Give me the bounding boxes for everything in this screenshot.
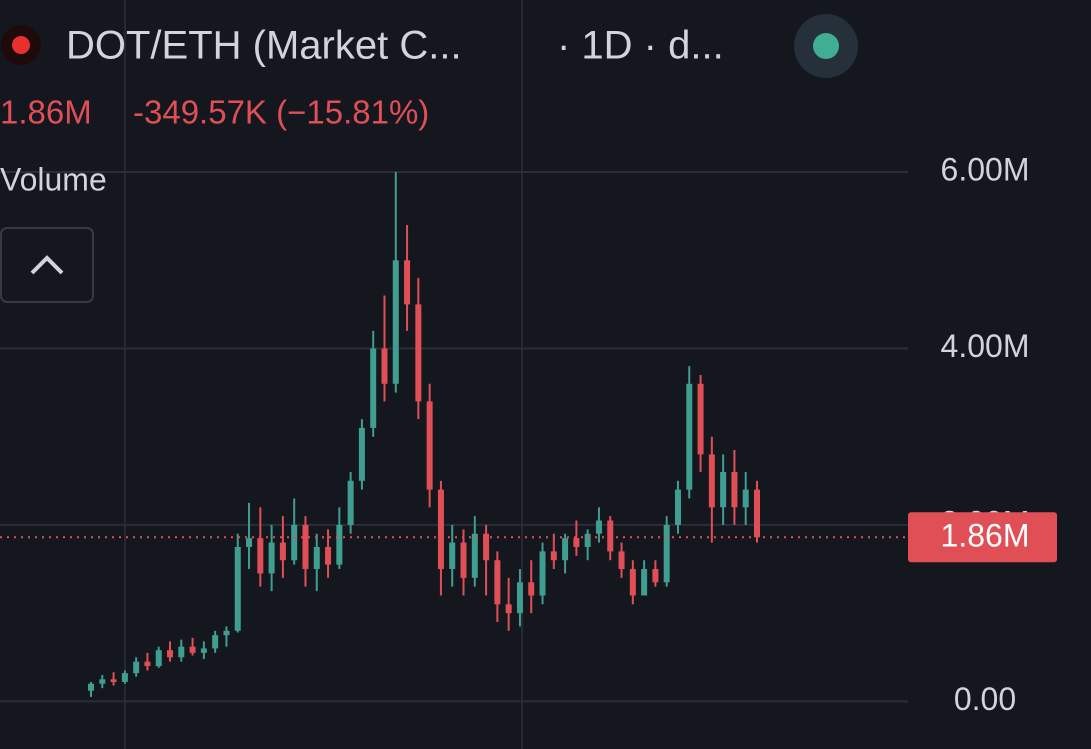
interval: · 1D · d... <box>557 24 724 68</box>
candle-body <box>392 260 399 384</box>
candle-body <box>562 538 569 561</box>
candle-body <box>516 582 523 614</box>
candle-body <box>88 683 94 691</box>
candle-body <box>268 542 275 574</box>
candle-body <box>595 520 602 534</box>
candle-body <box>539 551 546 596</box>
candle-body <box>302 524 309 570</box>
candle-body <box>347 480 354 525</box>
plot <box>0 172 908 697</box>
symbol-title: DOT/ETH (Market C... <box>66 24 462 68</box>
candle-body <box>494 560 501 605</box>
candle-body <box>325 546 332 565</box>
candle-body <box>618 551 625 570</box>
collapse-button[interactable] <box>0 227 94 303</box>
candle-body <box>641 569 648 596</box>
candle-body <box>336 524 343 565</box>
candle-body <box>234 546 241 631</box>
candle-body <box>246 538 253 547</box>
candle-body <box>279 542 286 561</box>
coin-icon-core <box>12 36 30 54</box>
candle-body <box>381 348 388 384</box>
candle-body <box>415 304 422 402</box>
candle-body <box>313 546 320 570</box>
candle-body <box>607 520 614 552</box>
candle-body <box>223 630 230 636</box>
candle-body <box>584 533 591 547</box>
y-tick-label: 0.00 <box>954 681 1016 717</box>
candle-body <box>178 646 185 658</box>
candle-body <box>505 604 512 614</box>
candle-body <box>291 524 298 561</box>
candle-body <box>99 679 106 684</box>
candle-body <box>674 489 681 525</box>
candle-body <box>437 489 444 570</box>
candle-body <box>663 524 670 583</box>
candle-body <box>708 454 715 508</box>
candle-body <box>449 542 456 570</box>
candle-body <box>110 679 117 682</box>
candle-body <box>200 648 207 653</box>
candle-body <box>212 635 219 649</box>
chevron-up <box>30 255 64 275</box>
candle-body <box>742 489 749 508</box>
candle-body <box>358 427 365 481</box>
last-price-tag-label: 1.86M <box>941 518 1030 554</box>
price-change: -349.57K (−15.81%) <box>133 94 429 131</box>
candle-body <box>133 661 140 674</box>
candle-body <box>720 471 727 508</box>
candle-body <box>426 401 433 490</box>
candle-body <box>528 582 535 596</box>
candle-body <box>144 661 151 667</box>
indicator-title: Volume <box>0 161 107 197</box>
y-tick-label: 4.00M <box>941 328 1030 364</box>
last-price: 1.86M <box>0 94 92 131</box>
candle-body <box>471 533 478 578</box>
candle-body <box>483 533 490 561</box>
candle-body <box>731 471 738 508</box>
candle-body <box>257 538 264 574</box>
candle-body <box>404 260 411 305</box>
last-price-tag <box>908 512 1057 563</box>
candle-body <box>370 348 377 428</box>
candle-body <box>686 383 693 490</box>
status-dot <box>813 33 839 59</box>
candle-body <box>189 646 196 653</box>
candle-body <box>167 650 174 658</box>
candle-body <box>460 542 467 578</box>
candle-body <box>754 489 760 538</box>
candle-body <box>550 551 557 561</box>
candle-body <box>697 383 704 455</box>
y-tick-label: 6.00M <box>941 152 1030 188</box>
candle-body <box>629 569 636 596</box>
candle-body <box>155 650 162 667</box>
candle-body <box>652 569 659 583</box>
candle-body <box>573 538 580 547</box>
candle-body <box>121 673 128 682</box>
